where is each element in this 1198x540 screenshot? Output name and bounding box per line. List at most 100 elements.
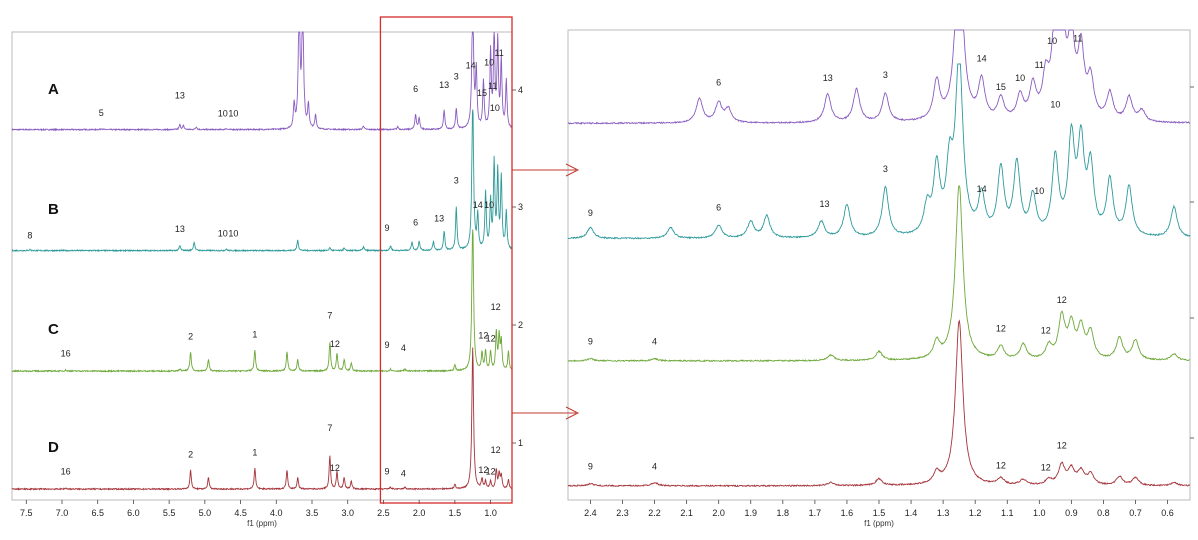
peak-label: 10 — [484, 57, 494, 67]
peak-label: 6 — [413, 84, 418, 94]
peak-label: 16 — [61, 467, 71, 477]
x-tick-label: 5.5 — [163, 508, 176, 518]
peak-label: 14 — [473, 200, 483, 210]
peak-label: 13 — [439, 80, 449, 90]
peak-label: 10 — [1050, 100, 1060, 110]
spectrum-line-C — [11, 229, 513, 373]
peak-label: 3 — [454, 176, 459, 186]
peak-label: 10 — [484, 200, 494, 210]
x-tick-label: 1.3 — [937, 508, 950, 518]
x-tick-label: 0.6 — [1161, 508, 1174, 518]
zoomed-spectrum-chart: 6 13 3 14 15 10 11 10 10 11 9 6 13 3 14 10 9 4 12 12 12 9 4 12 1… — [567, 29, 1194, 528]
x-tick-label: 4.5 — [234, 508, 247, 518]
peak-label: 10 — [228, 229, 238, 239]
peak-label: 11 — [1035, 60, 1044, 70]
x-tick-label: 1.6 — [841, 508, 854, 518]
x-tick-label: 2.1 — [680, 508, 693, 518]
peak-label: 4 — [401, 469, 406, 479]
peak-label: 9 — [384, 340, 389, 350]
peak-label: 5 — [99, 108, 104, 118]
x-tick-label: 7.5 — [20, 508, 33, 518]
spectrum-line-B — [567, 63, 1191, 240]
peak-label: 8 — [27, 231, 32, 241]
x-tick-label: 4.0 — [270, 508, 283, 518]
spectrum-line-D — [11, 347, 512, 491]
peak-label: 1 — [252, 448, 257, 458]
peak-label: 12 — [478, 331, 488, 341]
peak-label: 11 — [494, 48, 503, 58]
x-tick-label: 2.4 — [584, 508, 597, 518]
x-tick-label: 1.1 — [1001, 508, 1014, 518]
peak-label: 3 — [883, 164, 888, 174]
x-tick-label: 6.5 — [91, 508, 104, 518]
peak-label: 6 — [413, 217, 418, 227]
x-tick-label: 0.7 — [1129, 508, 1142, 518]
peak-label: 13 — [434, 214, 444, 224]
peak-label: 10 — [1034, 186, 1044, 196]
x-tick-label: 3.5 — [306, 508, 319, 518]
peak-label: 13 — [175, 224, 185, 234]
x-axis-title: f1 (ppm) — [247, 519, 277, 528]
peak-label: 12 — [996, 461, 1006, 471]
peak-label: 6 — [716, 203, 721, 213]
zoom-highlight-box — [379, 16, 513, 504]
plot-frame — [11, 31, 513, 501]
x-tick-label: 5.0 — [199, 508, 212, 518]
peak-label: 12 — [486, 467, 496, 477]
peak-label: 12 — [996, 323, 1006, 333]
peak-label: 14 — [466, 60, 476, 70]
x-tick-label: 1.5 — [873, 508, 886, 518]
peak-label: 15 — [477, 88, 487, 98]
peak-label: 14 — [977, 184, 987, 194]
peak-label: 12 — [330, 463, 340, 473]
x-tick-label: 1.9 — [744, 508, 757, 518]
peak-label: 10 — [228, 109, 238, 119]
x-tick-label: 2.0 — [413, 508, 426, 518]
peak-label: 12 — [1041, 463, 1051, 473]
x-tick-label: 2.5 — [377, 508, 390, 518]
peak-label: 12 — [1057, 295, 1067, 305]
peak-label: 13 — [819, 199, 829, 209]
panel-label-B: B — [48, 201, 59, 218]
peak-label: 13 — [175, 91, 185, 101]
peak-label: 10 — [1047, 36, 1057, 46]
spectrum-line-A — [567, 29, 1190, 125]
x-tick-label: 1.0 — [484, 508, 497, 518]
spectrum-line-C — [567, 185, 1190, 363]
spectrum-line-D — [567, 319, 1191, 488]
x-tick-label: 7.0 — [56, 508, 69, 518]
y-tick-label: 4 — [518, 85, 523, 95]
peak-label: 9 — [588, 337, 593, 347]
x-tick-label: 2.2 — [648, 508, 661, 518]
x-tick-label: 1.7 — [809, 508, 822, 518]
peak-label: 4 — [652, 337, 657, 347]
peak-label: 15 — [996, 82, 1006, 92]
x-axis-title: f1 (ppm) — [864, 519, 894, 528]
peak-label: 16 — [61, 349, 71, 359]
x-tick-label: 1.0 — [1033, 508, 1046, 518]
peak-label: 4 — [401, 343, 406, 353]
peak-label: 9 — [384, 223, 389, 233]
peak-label: 10 — [218, 109, 228, 119]
peak-label: 1 — [252, 330, 257, 340]
peak-label: 12 — [491, 445, 501, 455]
peak-label: 6 — [716, 78, 721, 88]
peak-label: 12 — [478, 465, 488, 475]
arrow-to-upper-head — [565, 163, 580, 177]
spectrum-line-B — [11, 109, 513, 253]
y-tick-label: 2 — [518, 320, 523, 330]
peak-label: 12 — [330, 339, 340, 349]
x-tick-label: 3.0 — [341, 508, 354, 518]
peak-label: 9 — [384, 467, 389, 477]
x-tick-label: 1.2 — [969, 508, 982, 518]
y-tick-label: 3 — [518, 202, 523, 212]
peak-label: 10 — [218, 229, 228, 239]
x-tick-label: 1.5 — [449, 508, 462, 518]
peak-label: 4 — [652, 462, 657, 472]
arrow-to-lower-head — [565, 406, 580, 420]
peak-label: 11 — [488, 81, 497, 91]
x-tick-label: 0.9 — [1065, 508, 1078, 518]
zoom-arrows — [379, 16, 580, 504]
peak-label: 11 — [1073, 34, 1082, 44]
